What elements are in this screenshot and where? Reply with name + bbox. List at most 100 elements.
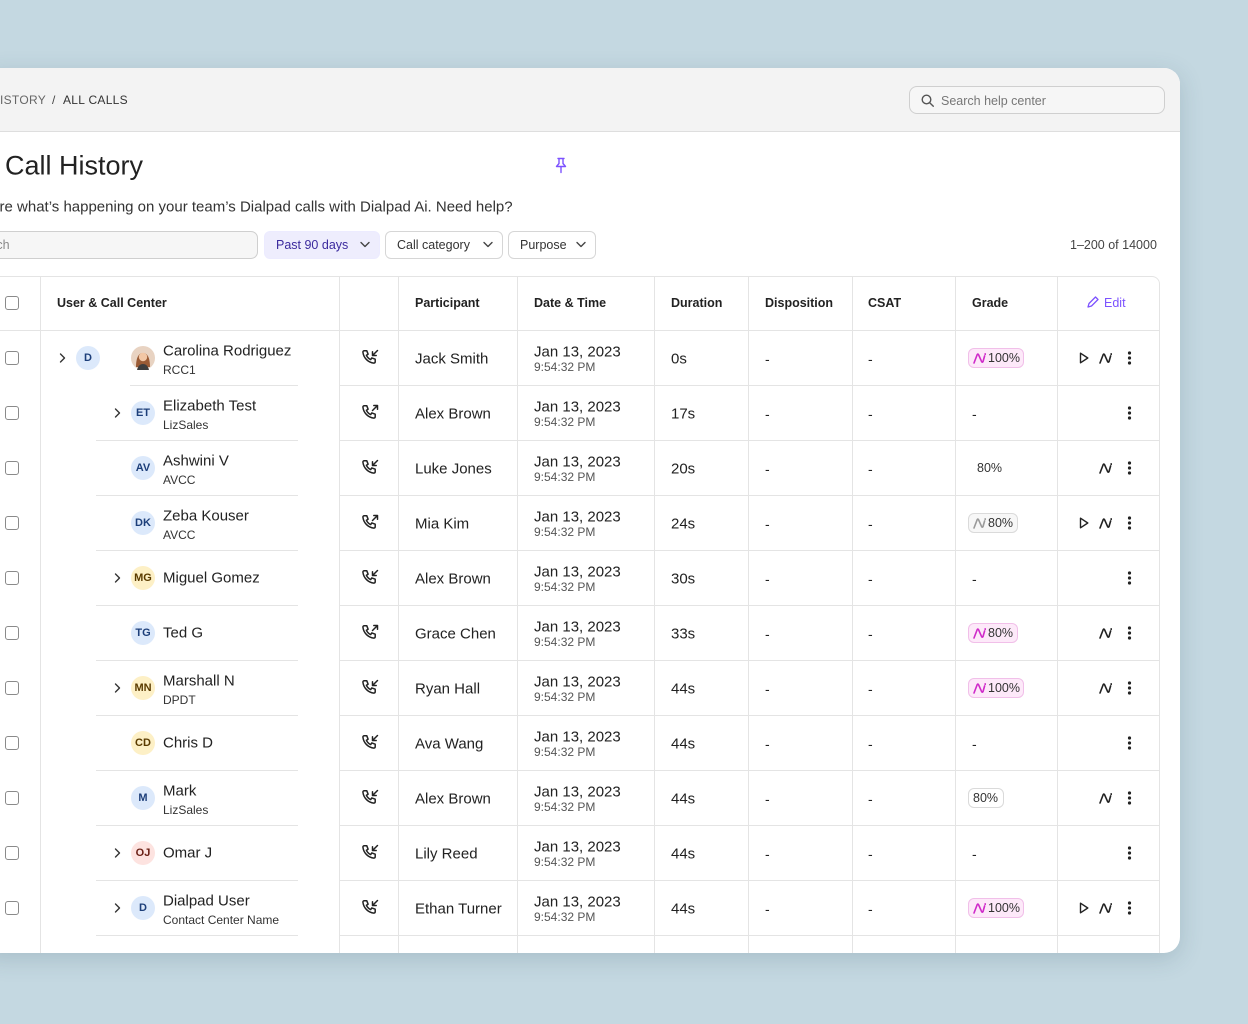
more-menu[interactable] [1127,406,1132,420]
row-divider [96,440,298,441]
grade: - [972,846,977,862]
user-name: Chris D [163,735,213,752]
edit-icon[interactable] [1086,296,1099,309]
checkbox[interactable] [5,626,19,640]
play-button[interactable] [1079,352,1089,364]
checkbox[interactable] [5,901,19,915]
expand-chevron[interactable] [114,573,121,583]
call-direction-icon [361,789,379,806]
more-menu[interactable] [1127,901,1132,915]
call-center: DPDT [163,693,196,707]
checkbox[interactable] [5,296,19,310]
call-direction-icon [361,514,379,531]
checkbox[interactable] [5,571,19,585]
csat: - [868,681,873,697]
checkbox[interactable] [5,736,19,750]
breadcrumb-item[interactable]: HISTORY [0,93,46,107]
call-time: 9:54:32 PM [534,910,595,924]
row-divider [130,385,298,386]
participant: Alex Brown [415,406,491,423]
participant: Ava Wang [415,736,483,753]
call-date: Jan 13, 2023 [534,619,621,636]
grade: 100% [988,901,1020,915]
ai-button[interactable] [1099,792,1113,804]
column-header: CSAT [868,296,901,310]
more-menu[interactable] [1127,681,1132,695]
call-time: 9:54:32 PM [534,360,595,374]
more-menu[interactable] [1127,736,1132,750]
duration: 0s [671,351,687,368]
call-time: 9:54:32 PM [534,855,595,869]
row-divider [96,935,298,936]
call-direction-icon [361,349,379,366]
more-menu[interactable] [1127,626,1132,640]
filter-label: Past 90 days [276,238,348,252]
search-input[interactable] [0,231,258,259]
ai-icon [973,682,986,694]
column-header: User & Call Center [57,296,167,310]
checkbox[interactable] [5,351,19,365]
csat: - [868,516,873,532]
row-divider [339,605,1160,606]
row-divider [339,770,1160,771]
ai-button[interactable] [1099,682,1113,694]
play-button[interactable] [1079,517,1089,529]
grade: - [972,736,977,752]
avatar-initials: D [84,352,92,364]
ai-button[interactable] [1099,462,1113,474]
checkbox[interactable] [5,681,19,695]
expand-chevron[interactable] [59,353,66,363]
ai-button[interactable] [1099,902,1113,914]
page-title: Call History [5,151,143,182]
call-direction-icon [361,899,379,916]
call-center: AVCC [163,473,195,487]
call-date: Jan 13, 2023 [534,509,621,526]
checkbox[interactable] [5,516,19,530]
more-menu[interactable] [1127,791,1132,805]
duration: 44s [671,681,695,698]
grade: - [972,406,977,422]
expand-chevron[interactable] [114,848,121,858]
expand-chevron[interactable] [114,683,121,693]
avatar-initials: OJ [136,847,151,859]
more-menu[interactable] [1127,351,1132,365]
checkbox[interactable] [5,406,19,420]
pin-icon[interactable] [554,157,568,174]
more-menu[interactable] [1127,846,1132,860]
column-divider [654,276,655,953]
call-time: 9:54:32 PM [534,745,595,759]
expand-chevron[interactable] [114,903,121,913]
edit-button[interactable]: Edit [1104,296,1126,310]
ai-button[interactable] [1099,627,1113,639]
disposition: - [765,516,770,532]
more-menu[interactable] [1127,571,1132,585]
user-name: Ashwini V [163,453,229,470]
disposition: - [765,791,770,807]
more-menu[interactable] [1127,516,1132,530]
row-divider [339,385,1160,386]
call-direction-icon [361,679,379,696]
pagination: 1–200 of 14000 [1070,238,1157,252]
expand-chevron[interactable] [114,408,121,418]
call-date: Jan 13, 2023 [534,454,621,471]
ai-icon [973,517,986,529]
checkbox[interactable] [5,846,19,860]
csat: - [868,626,873,642]
csat: - [868,791,873,807]
more-menu[interactable] [1127,461,1132,475]
checkbox[interactable] [5,461,19,475]
chevron-down [360,241,370,248]
call-date: Jan 13, 2023 [534,784,621,801]
disposition: - [765,351,770,367]
duration: 17s [671,406,695,423]
participant: Ethan Turner [415,901,502,918]
ai-button[interactable] [1099,517,1113,529]
play-button[interactable] [1079,902,1089,914]
call-direction-icon [361,569,379,586]
row-divider [339,550,1160,551]
participant: Alex Brown [415,571,491,588]
ai-button[interactable] [1099,352,1113,364]
participant: Alex Brown [415,791,491,808]
checkbox[interactable] [5,791,19,805]
